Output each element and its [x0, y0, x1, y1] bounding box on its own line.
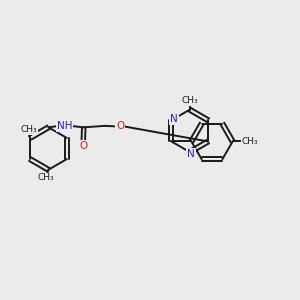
Text: CH₃: CH₃ — [242, 137, 258, 146]
Text: NH: NH — [57, 121, 72, 131]
Text: O: O — [116, 122, 124, 131]
Text: CH₃: CH₃ — [20, 125, 37, 134]
Text: CH₃: CH₃ — [182, 96, 198, 105]
Text: N: N — [187, 149, 195, 159]
Text: CH₃: CH₃ — [38, 173, 54, 182]
Text: N: N — [170, 114, 178, 124]
Text: O: O — [79, 141, 87, 151]
